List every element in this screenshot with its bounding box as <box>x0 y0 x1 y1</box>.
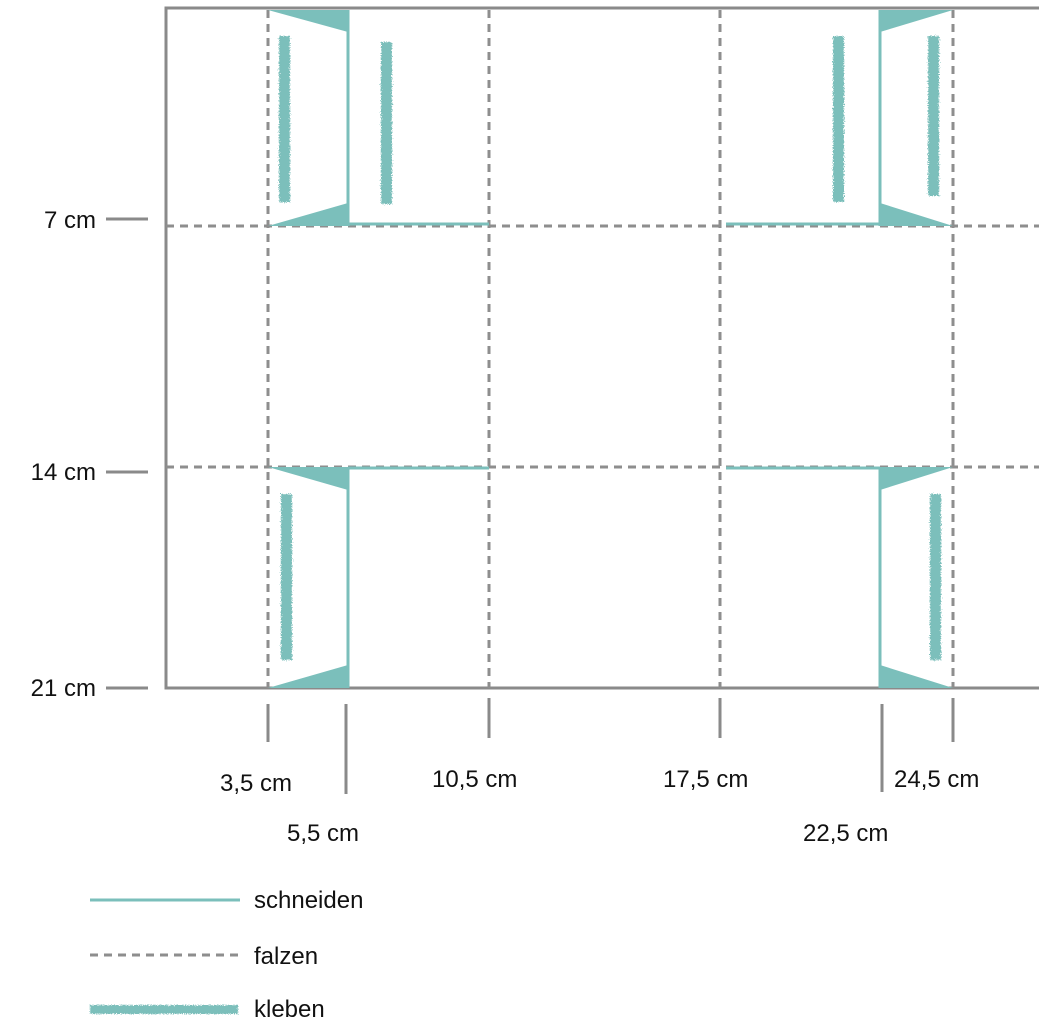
flap-bottom-right-lower <box>880 665 953 688</box>
legend-cut-label: schneiden <box>254 887 363 914</box>
glue-strip <box>930 494 941 660</box>
legend: schneiden falzen kleben <box>90 887 363 1023</box>
x-label-5-5cm: 5,5 cm <box>287 820 359 847</box>
x-ticks <box>266 698 955 794</box>
legend-glue-label: kleben <box>254 996 325 1023</box>
y-label-14cm: 14 cm <box>31 459 96 486</box>
x-label-10-5cm: 10,5 cm <box>432 766 517 793</box>
cut-lines <box>346 10 882 688</box>
x-label-3-5cm: 3,5 cm <box>220 770 292 797</box>
sheet-frame <box>164 6 1039 690</box>
flap-top-right-lower <box>880 203 953 226</box>
legend-fold-label: falzen <box>254 943 318 970</box>
flap-top-left-upper <box>268 10 348 32</box>
x-label-17-5cm: 17,5 cm <box>663 766 748 793</box>
y-ticks <box>106 217 148 690</box>
glue-strip <box>381 42 392 204</box>
legend-glue-swatch <box>90 1005 238 1014</box>
flap-bottom-right-upper <box>880 467 953 490</box>
y-label-21cm: 21 cm <box>31 675 96 702</box>
x-label-24-5cm: 24,5 cm <box>894 766 979 793</box>
fold-lines <box>166 10 1039 688</box>
flap-bottom-left-upper <box>268 467 348 490</box>
flap-bottom-left-lower <box>268 665 348 688</box>
flap-triangles <box>268 10 953 688</box>
glue-strip <box>928 36 939 196</box>
glue-strip <box>833 36 844 202</box>
flap-top-left-lower <box>268 203 348 226</box>
x-label-22-5cm: 22,5 cm <box>803 820 888 847</box>
glue-strips <box>279 36 941 660</box>
glue-strip <box>279 36 290 202</box>
glue-strip <box>281 494 292 660</box>
flap-top-right-upper <box>880 10 953 32</box>
y-label-7cm: 7 cm <box>44 207 96 234</box>
